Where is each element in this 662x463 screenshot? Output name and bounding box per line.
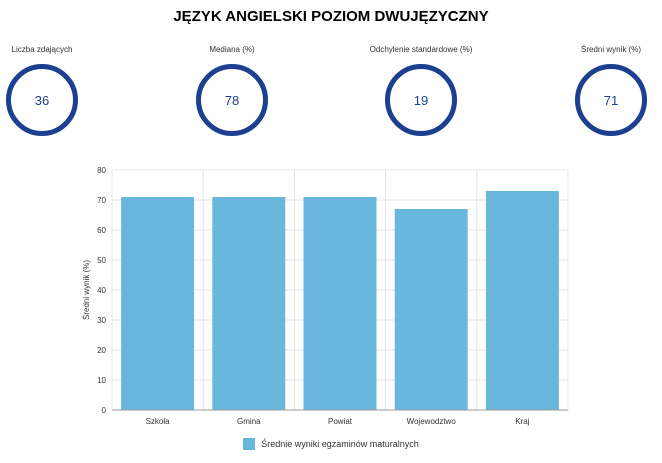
stat-stddev-circle: 19 [385, 64, 457, 136]
y-tick-label: 50 [97, 256, 106, 265]
y-tick-label: 70 [97, 196, 106, 205]
y-tick-label: 30 [97, 316, 106, 325]
y-tick-label: 20 [97, 346, 106, 355]
legend-swatch [243, 438, 256, 450]
bar-powiat [303, 197, 377, 410]
y-tick-label: 60 [97, 226, 106, 235]
stat-count: Liczba zdających 36 [0, 44, 122, 136]
stat-median: Mediana (%) 78 [152, 44, 312, 136]
stat-stddev-label: Odchylenie standardowe (%) [369, 45, 473, 54]
x-tick-label: Kraj [515, 417, 529, 426]
stat-median-label: Mediana (%) [209, 45, 255, 54]
chart-legend: Średnie wyniki egzaminów maturalnych [0, 438, 662, 450]
stat-average-label: Średni wynik (%) [580, 45, 641, 54]
x-tick-label: Gmina [237, 417, 261, 426]
bar-szkoła [121, 197, 195, 410]
legend-label: Średnie wyniki egzaminów maturalnych [261, 439, 419, 449]
y-tick-label: 0 [102, 406, 107, 415]
stat-median-circle: 78 [196, 64, 268, 136]
stat-stddev: Odchylenie standardowe (%) 19 [341, 44, 501, 136]
bar-wojewodztwo [394, 209, 468, 410]
x-tick-label: Powiat [328, 417, 353, 426]
x-tick-label: Wojewodztwo [407, 417, 457, 426]
stat-count-circle: 36 [6, 64, 78, 136]
x-tick-label: Szkoła [146, 417, 171, 426]
stat-count-label: Liczba zdających [11, 45, 73, 54]
page-title: JĘZYK ANGIELSKI POZIOM DWUJĘZYCZNY [173, 8, 489, 25]
y-tick-label: 10 [97, 376, 106, 385]
y-axis-label: Średni wynik (%) [82, 260, 91, 320]
stat-average: Średni wynik (%) 71 [531, 44, 662, 136]
y-tick-label: 80 [97, 166, 106, 175]
y-tick-label: 40 [97, 286, 106, 295]
bar-kraj [485, 191, 559, 410]
stat-average-circle: 71 [575, 64, 647, 136]
bar-gmina [212, 197, 286, 410]
